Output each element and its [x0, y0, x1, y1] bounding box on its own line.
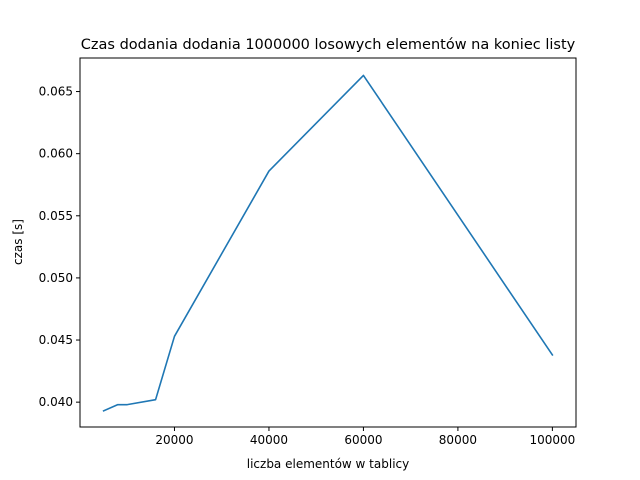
x-tick-label: 100000 — [529, 433, 575, 447]
y-axis-ticks: 0.040 0.045 0.050 0.055 0.060 0.065 — [39, 85, 80, 409]
y-tick-label: 0.040 — [39, 395, 73, 409]
axes-frame — [79, 57, 577, 428]
x-tick-label: 40000 — [250, 433, 288, 447]
y-tick-label: 0.065 — [39, 85, 73, 99]
x-tick-label: 20000 — [155, 433, 193, 447]
x-tick-label: 60000 — [344, 433, 382, 447]
y-tick-label: 0.055 — [39, 209, 73, 223]
y-tick-label: 0.050 — [39, 271, 73, 285]
y-tick-label: 0.045 — [39, 333, 73, 347]
y-tick-label: 0.060 — [39, 147, 73, 161]
x-axis-ticks: 20000 40000 60000 80000 100000 — [155, 427, 575, 447]
series-line — [102, 74, 554, 412]
x-tick-label: 80000 — [439, 433, 477, 447]
x-axis-label: liczba elementów w tablicy — [247, 457, 409, 471]
chart-title: Czas dodania dodania 1000000 losowych el… — [81, 37, 576, 53]
y-axis-label: czas [s] — [11, 219, 25, 265]
plot-area — [102, 74, 554, 412]
